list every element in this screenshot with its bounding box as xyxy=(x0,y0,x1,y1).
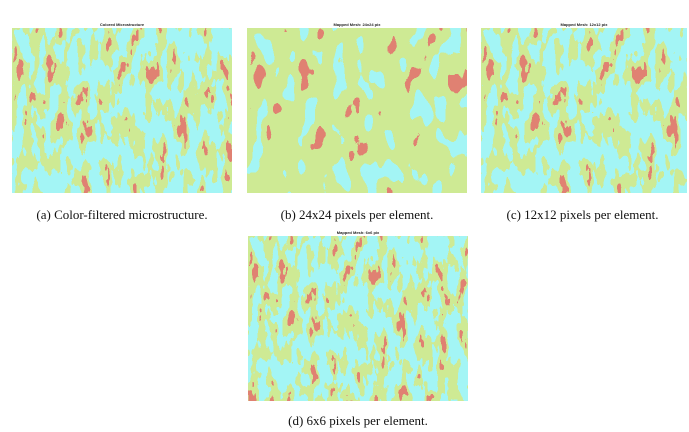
mesh-image xyxy=(247,28,467,193)
image-title: Mapped Mesh: 24x24 pix xyxy=(247,22,467,27)
figure-page: {"figure": {"panels": [ {"image_title": … xyxy=(0,0,689,432)
image-title: Colored Microstructure xyxy=(12,22,232,27)
microstructure-image xyxy=(12,28,232,193)
panel: Colored Microstructure xyxy=(12,22,232,194)
caption: (d) 6x6 pixels per element. xyxy=(248,413,468,429)
image-title: Mapped Mesh: 12x12 pix xyxy=(481,22,687,27)
caption: (b) 24x24 pixels per element. xyxy=(247,207,467,223)
caption: (c) 12x12 pixels per element. xyxy=(476,207,689,223)
panel: Mapped Mesh: 12x12 pix xyxy=(481,22,687,194)
panel: Mapped Mesh: 24x24 pix xyxy=(247,22,467,194)
panel: Mapped Mesh: 6x6 pix xyxy=(248,230,468,402)
image-title: Mapped Mesh: 6x6 pix xyxy=(248,230,468,235)
mesh-image xyxy=(248,236,468,401)
caption: (a) Color-filtered microstructure. xyxy=(12,207,232,223)
mesh-image xyxy=(481,28,687,193)
